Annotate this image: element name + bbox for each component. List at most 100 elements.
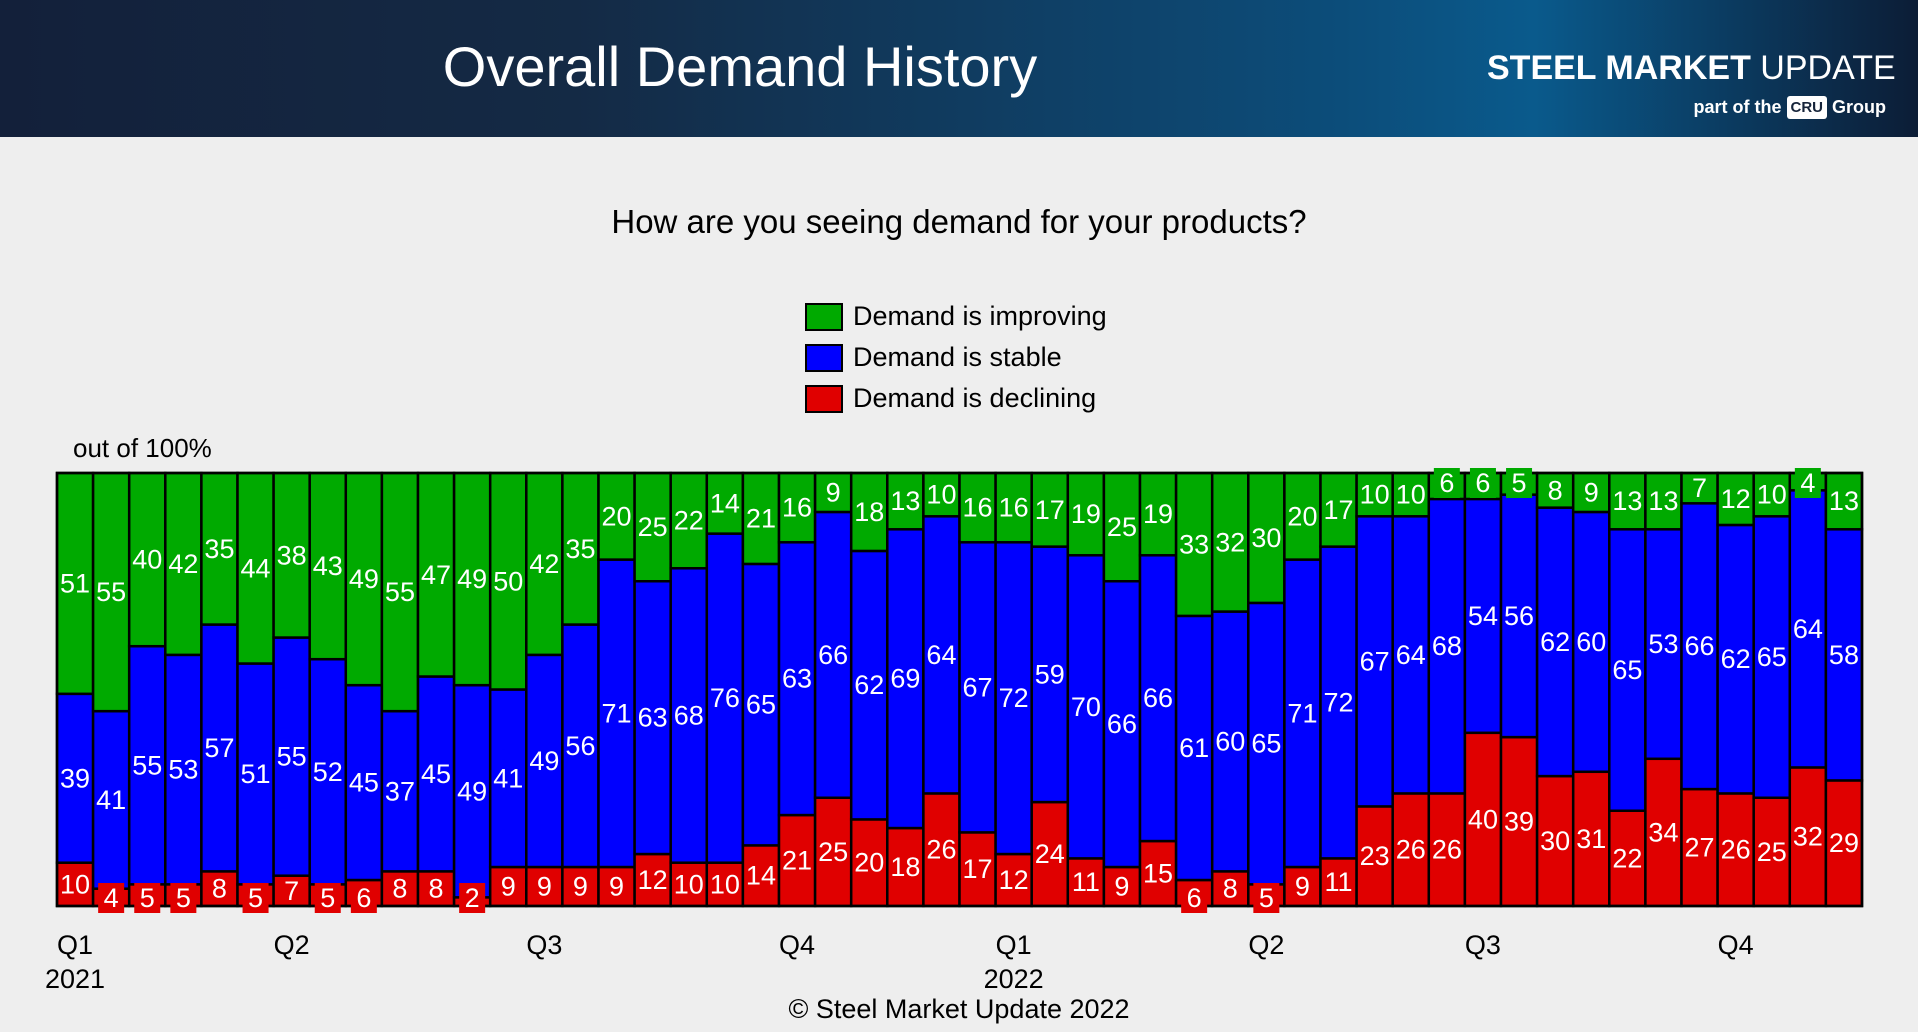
bar-segment-improving: [1355, 471, 1394, 518]
x-tick-label: Q1: [57, 930, 93, 960]
data-label-stable: 49: [457, 776, 487, 806]
data-label-improving: 25: [1107, 512, 1137, 542]
bar-segment-stable: [1463, 497, 1503, 735]
data-label-improving: 21: [746, 503, 776, 533]
data-label-stable: 53: [1648, 629, 1678, 659]
data-label-background: [314, 883, 341, 913]
data-label-improving: 13: [890, 486, 920, 516]
bar-segment-stable: [272, 636, 311, 877]
data-label-improving: 49: [457, 564, 487, 594]
data-label-stable: 60: [1215, 726, 1245, 756]
data-label-improving: 10: [926, 480, 956, 510]
legend-label-declining: Demand is declining: [853, 383, 1097, 413]
bar-segment-stable: [1608, 528, 1647, 812]
logo-sub-prefix: part of the: [1693, 97, 1782, 117]
data-label-stable: 69: [890, 664, 920, 694]
bar-segment-stable: [922, 515, 961, 795]
data-label-declining: 14: [746, 861, 776, 891]
data-label-improving: 10: [1757, 480, 1787, 510]
data-label-declining: 7: [284, 876, 299, 906]
data-label-declining: 26: [1396, 835, 1426, 865]
data-label-improving: 16: [963, 493, 993, 523]
bar-segment-stable: [886, 528, 925, 830]
data-label-stable: 66: [1143, 683, 1173, 713]
data-label-stable: 51: [241, 759, 271, 789]
bar-segment-declining: [633, 852, 672, 908]
data-label-improving: 14: [710, 488, 740, 518]
data-label-declining: 9: [573, 872, 588, 902]
data-label-declining: 11: [1325, 867, 1353, 897]
data-label-background: [1469, 468, 1496, 498]
data-label-declining: 25: [1757, 837, 1787, 867]
data-label-declining: 9: [501, 872, 516, 902]
copyright: © Steel Market Update 2022: [788, 994, 1130, 1024]
data-label-improving: 17: [1035, 495, 1065, 525]
data-label-improving: 7: [1692, 473, 1707, 503]
data-label-improving: 32: [1215, 527, 1245, 557]
data-label-improving: 20: [602, 501, 632, 531]
data-label-declining: 32: [1793, 822, 1823, 852]
data-label-declining: 25: [818, 837, 848, 867]
x-tick-label: Q2: [274, 930, 310, 960]
data-label-improving: 42: [168, 549, 198, 579]
data-label-declining: 6: [1187, 883, 1202, 913]
data-label-improving: 55: [385, 577, 415, 607]
data-label-stable: 57: [204, 733, 234, 763]
bar-segment-improving: [1102, 471, 1142, 583]
data-label-declining: 23: [1360, 841, 1390, 871]
data-label-stable: 64: [926, 640, 956, 670]
data-label-improving: 43: [313, 551, 343, 581]
data-label-background: [1181, 883, 1208, 913]
data-label-declining: 40: [1468, 804, 1498, 834]
data-label-declining: 30: [1540, 826, 1570, 856]
data-label-stable: 37: [385, 776, 415, 806]
data-label-declining: 39: [1504, 807, 1534, 837]
data-label-declining: 5: [320, 883, 335, 913]
x-tick-label: Q2: [1248, 930, 1284, 960]
data-label-background: [459, 883, 486, 913]
data-label-stable: 63: [782, 664, 812, 694]
data-label-improving: 19: [1071, 499, 1101, 529]
data-label-background: [1506, 468, 1533, 498]
bar-segment-improving: [1283, 471, 1322, 561]
data-label-background: [98, 883, 125, 913]
data-label-improving: 33: [1179, 529, 1209, 559]
data-label-improving: 22: [674, 506, 704, 536]
data-label-declining: 31: [1576, 824, 1606, 854]
data-label-declining: 20: [854, 848, 884, 878]
x-tick-label: Q1: [996, 930, 1032, 960]
data-label-improving: 6: [1439, 468, 1454, 498]
data-label-declining: 4: [104, 883, 119, 913]
data-label-declining: 24: [1035, 839, 1065, 869]
bar-segment-improving: [777, 471, 817, 544]
data-label-stable: 56: [1504, 601, 1534, 631]
data-label-stable: 65: [1612, 655, 1642, 685]
data-label-improving: 8: [1548, 475, 1563, 505]
bar-segment-stable: [91, 709, 131, 890]
bar-segment-stable: [1644, 528, 1683, 761]
bar-segment-improving: [200, 471, 239, 626]
bar-segment-improving: [1210, 471, 1250, 613]
bar-segment-stable: [669, 567, 709, 864]
bar-segment-improving: [597, 471, 636, 561]
bar-segment-improving: [669, 471, 709, 570]
bar-segment-stable: [344, 683, 384, 882]
data-label-declining: 8: [212, 874, 227, 904]
data-label-stable: 64: [1396, 640, 1426, 670]
data-label-improving: 30: [1251, 523, 1281, 553]
data-label-declining: 9: [537, 872, 552, 902]
x-tick-label: Q4: [779, 930, 815, 960]
data-label-declining: 8: [392, 874, 407, 904]
data-label-stable: 45: [349, 768, 379, 798]
data-label-declining: 6: [356, 883, 371, 913]
data-label-improving: 5: [1512, 468, 1527, 498]
logo-wordmark: STEEL MARKET UPDATE: [1487, 49, 1896, 88]
data-label-improving: 50: [493, 566, 523, 596]
data-label-declining: 9: [609, 872, 624, 902]
x-tick-year: 2021: [45, 964, 105, 994]
data-label-stable: 41: [493, 763, 523, 793]
data-label-stable: 55: [277, 742, 307, 772]
data-label-stable: 52: [313, 757, 343, 787]
bar-segment-improving: [1174, 471, 1214, 618]
data-label-improving: 10: [1360, 480, 1390, 510]
